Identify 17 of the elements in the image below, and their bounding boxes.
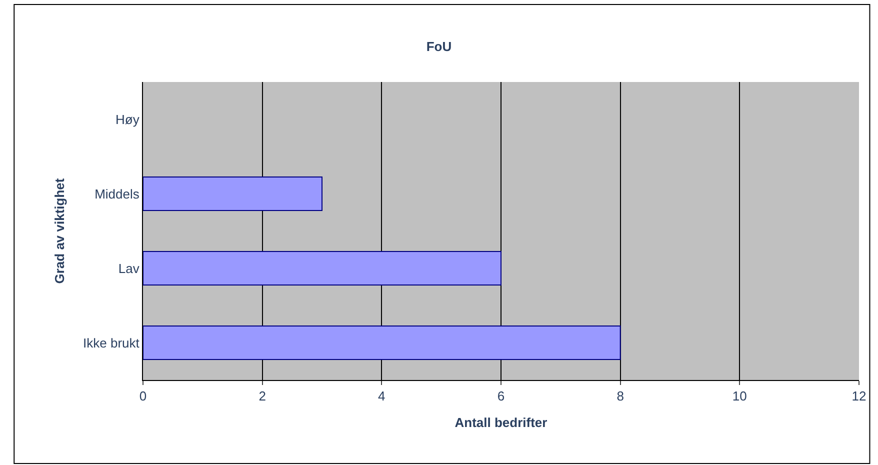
x-axis-title: Antall bedrifter xyxy=(454,415,548,430)
y-axis-title: Grad av viktighet xyxy=(52,178,67,284)
y-tick-label: Ikke brukt xyxy=(83,335,140,350)
x-tick-label: 2 xyxy=(258,388,266,404)
bar xyxy=(143,176,322,212)
bar xyxy=(143,250,502,286)
x-tick-label: 4 xyxy=(378,388,386,404)
y-tick-label: Høy xyxy=(116,112,140,127)
chart-title: FoU xyxy=(426,38,452,54)
y-tick-label: Lav xyxy=(118,260,140,276)
bar xyxy=(143,325,621,360)
x-tick-label: 10 xyxy=(732,388,747,404)
y-tick-label: Middels xyxy=(94,186,140,202)
x-tick-label: 12 xyxy=(852,388,866,404)
x-tick-label: 8 xyxy=(616,388,624,404)
x-tick-label: 6 xyxy=(497,388,505,404)
x-tick-label: 0 xyxy=(139,388,147,404)
